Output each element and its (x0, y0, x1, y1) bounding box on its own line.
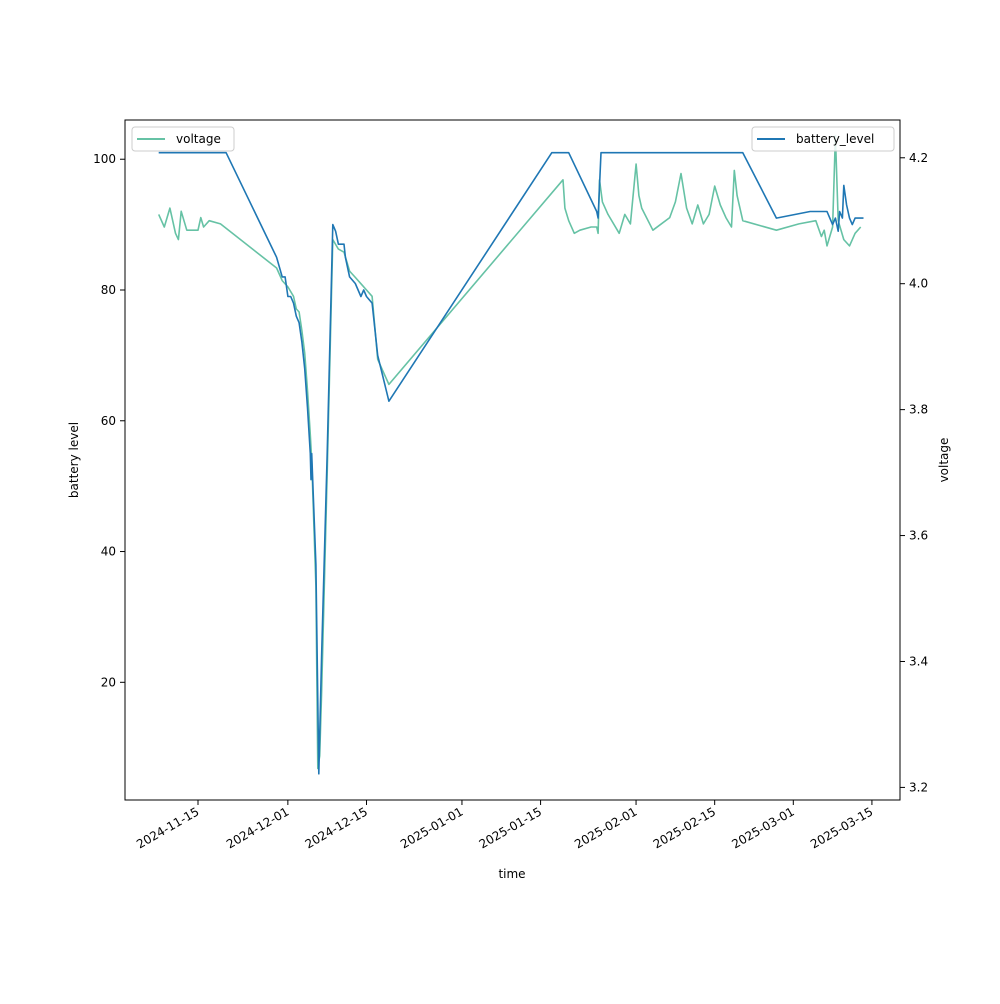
left-y-axis-ticks: 20 40 60 80 100 (93, 152, 125, 689)
x-tick-label: 2025-01-01 (398, 804, 465, 851)
legend-battery-level-box (751, 126, 895, 152)
series-layer (157, 134, 864, 775)
x-tick-label: 2025-02-01 (572, 804, 639, 851)
series-line-battery-level (158, 151, 864, 775)
x-axis-ticks: 2024-11-15 2024-12-01 2024-12-15 2025-01-01… (134, 800, 875, 851)
x-tick-label: 2024-12-15 (303, 804, 370, 851)
series-line-voltage (157, 134, 862, 770)
right-y-tick-label: 3.2 (909, 780, 928, 794)
x-axis-label: time (498, 867, 525, 881)
legend-battery-level-label: battery_level (796, 132, 874, 146)
x-tick-label: 2025-03-15 (808, 804, 875, 851)
x-tick-label: 2025-02-15 (651, 804, 718, 851)
legend-voltage-label: voltage (176, 132, 221, 146)
x-tick-label: 2024-11-15 (134, 804, 201, 851)
left-y-tick-label: 60 (101, 414, 116, 428)
right-y-axis-label: voltage (937, 438, 951, 483)
x-tick-label: 2025-03-01 (729, 804, 796, 851)
left-y-axis-label: battery level (67, 422, 81, 498)
left-y-tick-label: 100 (93, 152, 116, 166)
legend-voltage: voltage (131, 126, 235, 152)
legend-battery-level: battery_level (751, 126, 895, 152)
x-tick-label: 2024-12-01 (224, 804, 291, 851)
right-y-axis-ticks: 3.2 3.4 3.6 3.8 4.0 4.2 (900, 151, 928, 794)
plot-frame (124, 119, 901, 801)
right-y-tick-label: 4.2 (909, 151, 928, 165)
x-tick-label: 2025-01-15 (477, 804, 544, 851)
right-y-tick-label: 3.6 (909, 529, 928, 543)
legend-voltage-box (131, 126, 235, 152)
right-y-tick-label: 3.8 (909, 403, 928, 417)
left-y-tick-label: 20 (101, 675, 116, 689)
right-y-tick-label: 4.0 (909, 277, 928, 291)
left-y-tick-label: 40 (101, 545, 116, 559)
left-y-tick-label: 80 (101, 283, 116, 297)
right-y-tick-label: 3.4 (909, 654, 928, 668)
